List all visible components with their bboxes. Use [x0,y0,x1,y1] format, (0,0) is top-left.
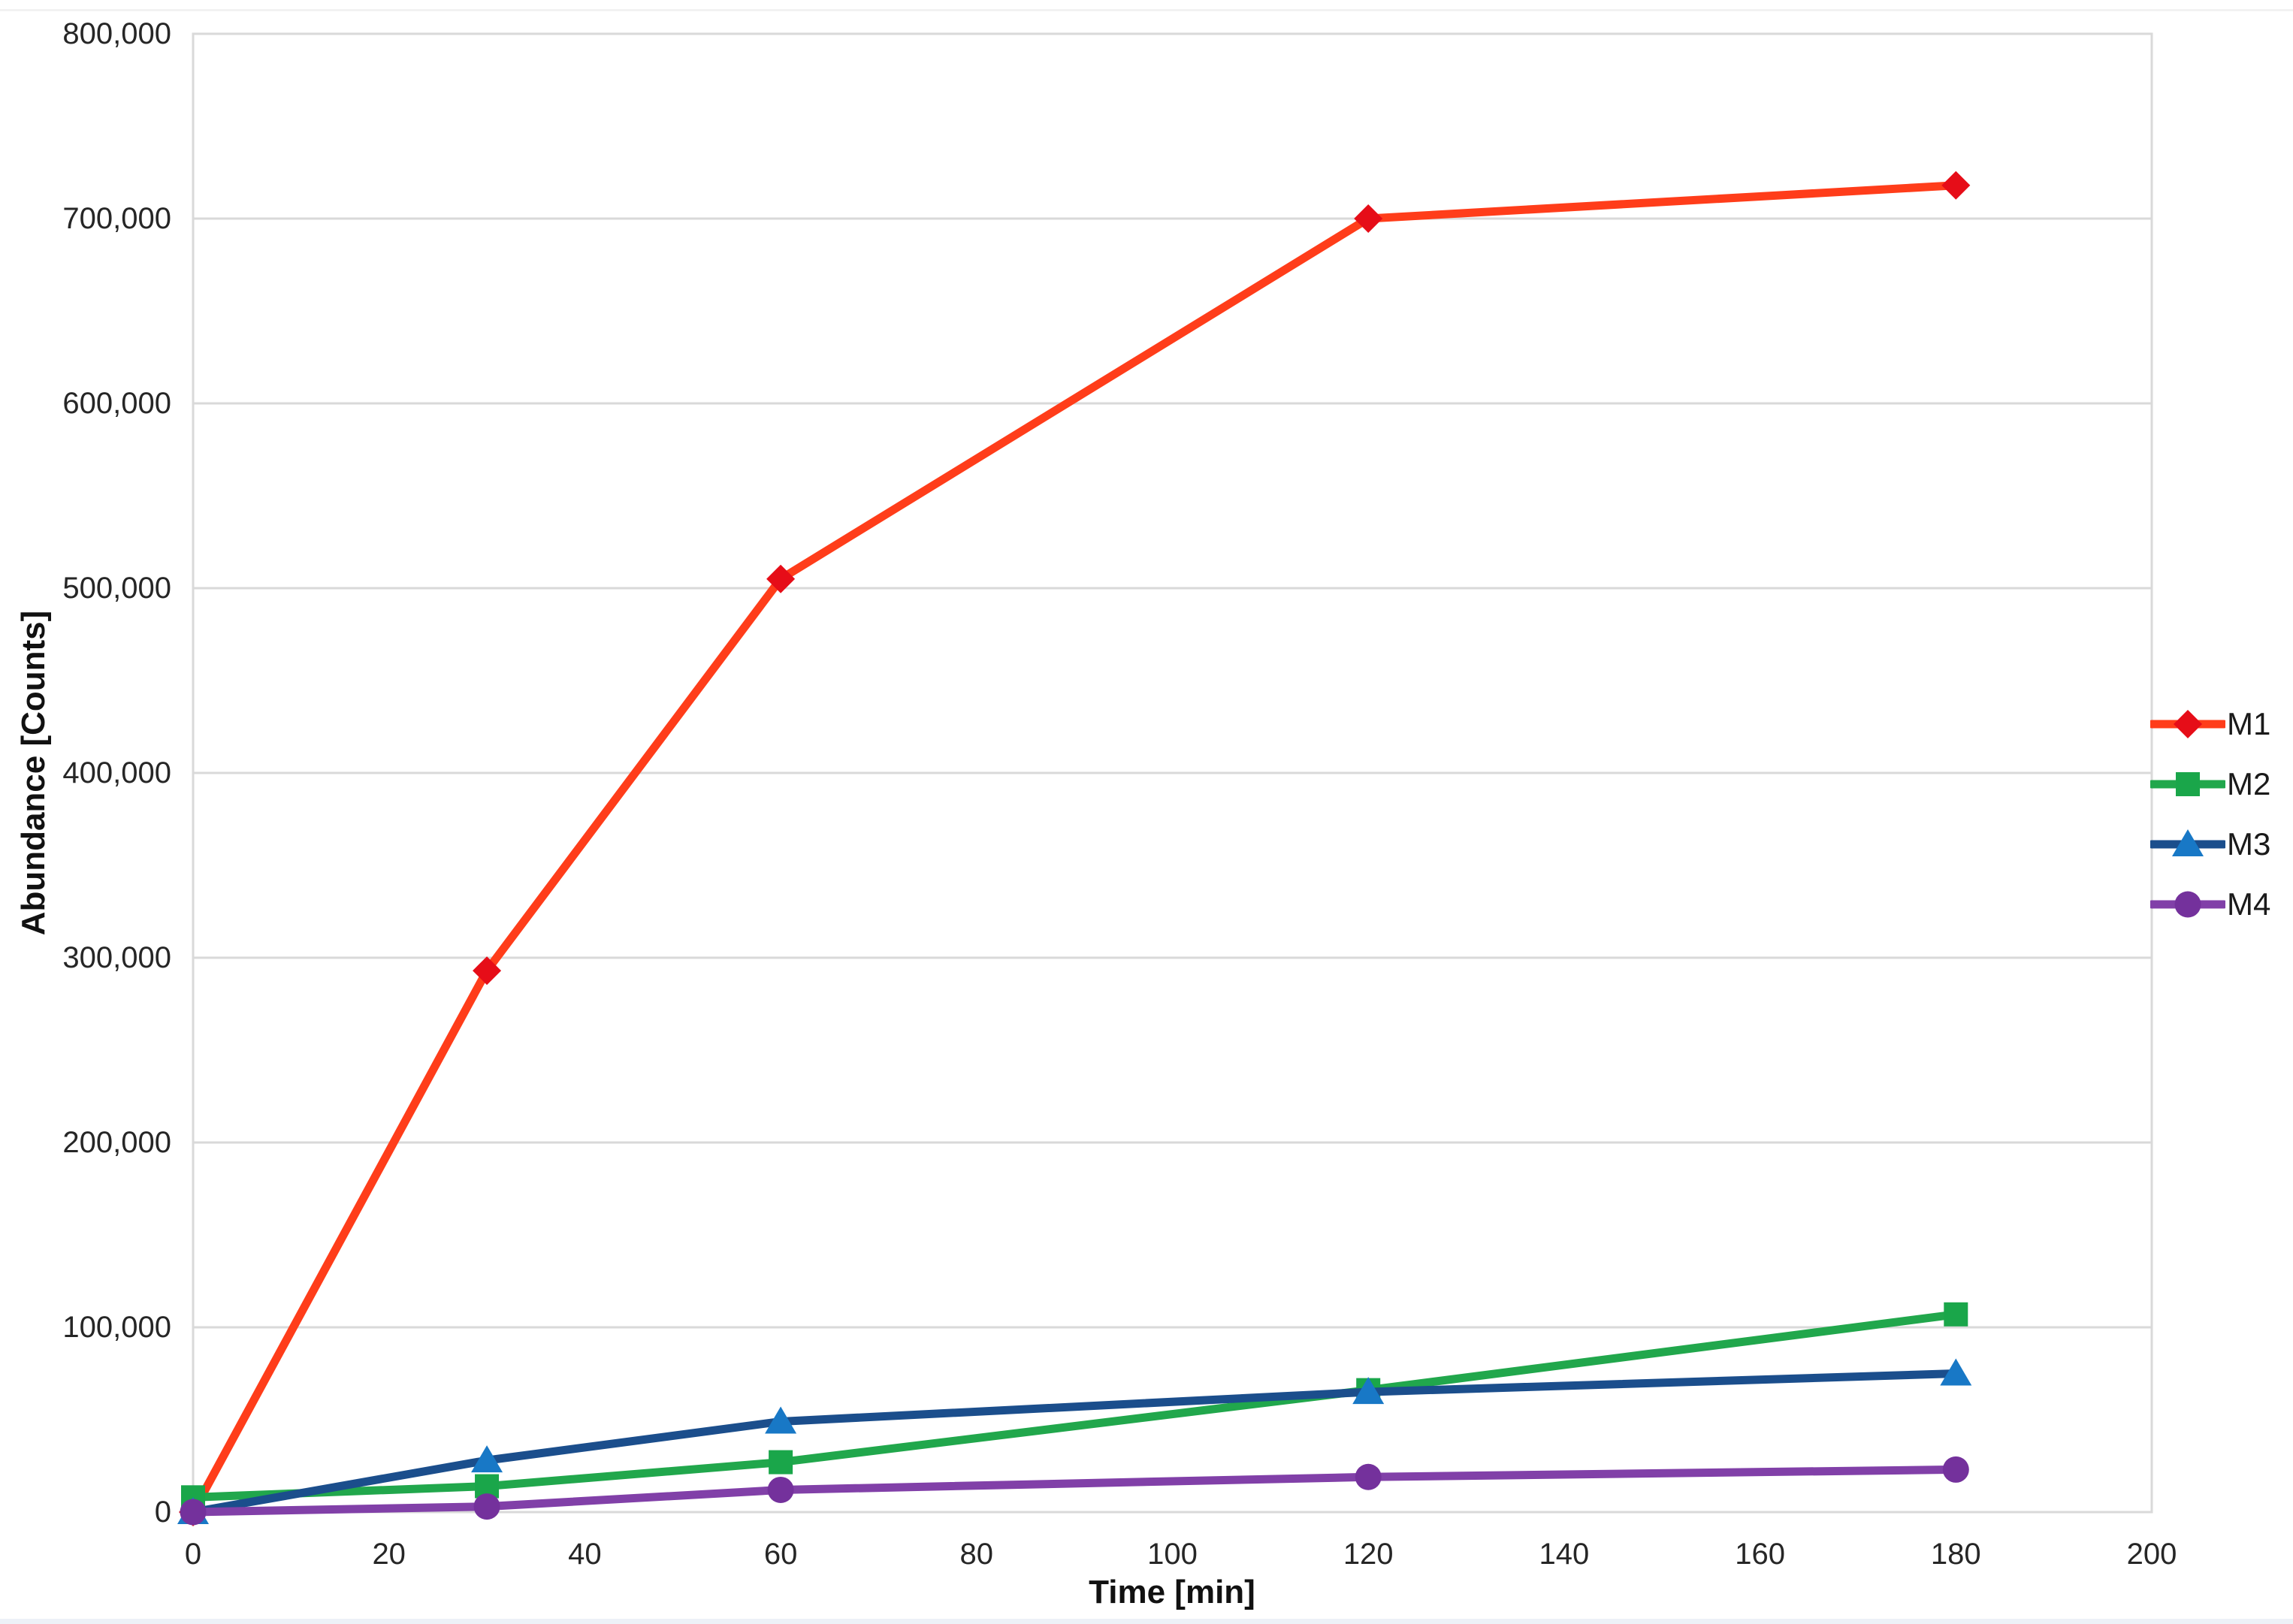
data-point-M1-x180[interactable] [1941,171,1971,200]
legend-item-M4[interactable]: M4 [2150,874,2270,934]
data-point-M1-x120[interactable] [1354,204,1383,233]
x-axis-title: Time [min] [1089,1574,1255,1610]
legend-item-M1[interactable]: M1 [2150,694,2270,754]
data-point-M3-x180[interactable] [1940,1358,1972,1386]
legend-key-M2 [2150,772,2225,796]
x-tick-label-60: 60 [763,1538,798,1571]
x-tick-label-200: 200 [2126,1538,2177,1571]
data-point-M3-x120[interactable] [1352,1377,1385,1405]
y-tick-label-700000: 700,000 [62,202,171,235]
legend-item-M2[interactable]: M2 [2150,754,2270,814]
data-point-M3-x30[interactable] [471,1445,503,1473]
x-tick-label-20: 20 [372,1538,406,1571]
x-tick-label-160: 160 [1735,1538,1785,1571]
y-tick-label-100000: 100,000 [62,1311,171,1344]
legend-marker-M2 [2176,772,2200,796]
data-point-M1-x30[interactable] [473,956,502,986]
bottom-edge-divider [0,1619,2293,1624]
legend: M1 M2 M3 M4 [2150,694,2270,934]
x-tick-label-40: 40 [568,1538,602,1571]
legend-label-M1: M1 [2227,706,2271,741]
legend-label-M4: M4 [2227,886,2271,922]
data-point-M2-x180[interactable] [1944,1302,1968,1327]
legend-label-M2: M2 [2227,766,2271,801]
y-tick-label-200000: 200,000 [62,1126,171,1159]
x-tick-label-180: 180 [1930,1538,1981,1571]
y-tick-label-800000: 800,000 [62,17,171,50]
y-axis-title: Abundance [Counts] [15,610,52,936]
legend-item-M3[interactable]: M3 [2150,814,2270,874]
data-point-M4-x180[interactable] [1942,1456,1969,1483]
data-point-M2-x60[interactable] [769,1450,793,1475]
x-tick-label-100: 100 [1147,1538,1198,1571]
y-tick-label-400000: 400,000 [62,756,171,789]
x-tick-label-0: 0 [184,1538,202,1571]
x-tick-label-120: 120 [1343,1538,1394,1571]
y-tick-label-300000: 300,000 [62,941,171,974]
legend-label-M3: M3 [2227,826,2271,862]
x-tick-label-140: 140 [1539,1538,1590,1571]
legend-marker-M4 [2174,891,2201,918]
series-line-M1[interactable] [189,181,1960,1517]
data-point-M4-x120[interactable] [1355,1463,1382,1490]
y-tick-label-0: 0 [154,1496,171,1529]
legend-key-M3 [2150,829,2225,856]
data-point-M1-x60[interactable] [766,564,796,593]
data-point-M3-x60[interactable] [765,1406,797,1434]
data-point-M4-x60[interactable] [767,1476,794,1503]
legend-marker-M1 [2174,710,2202,738]
y-tick-label-500000: 500,000 [62,572,171,605]
top-edge-divider [0,9,2293,11]
legend-key-M1 [2150,710,2225,738]
x-tick-label-80: 80 [959,1538,994,1571]
legend-key-M4 [2150,891,2225,918]
legend-marker-M3 [2172,829,2204,856]
y-tick-label-600000: 600,000 [62,387,171,420]
data-point-M4-x0[interactable] [180,1499,207,1526]
data-point-M4-x30[interactable] [473,1493,500,1520]
plot-border [192,32,2153,1514]
